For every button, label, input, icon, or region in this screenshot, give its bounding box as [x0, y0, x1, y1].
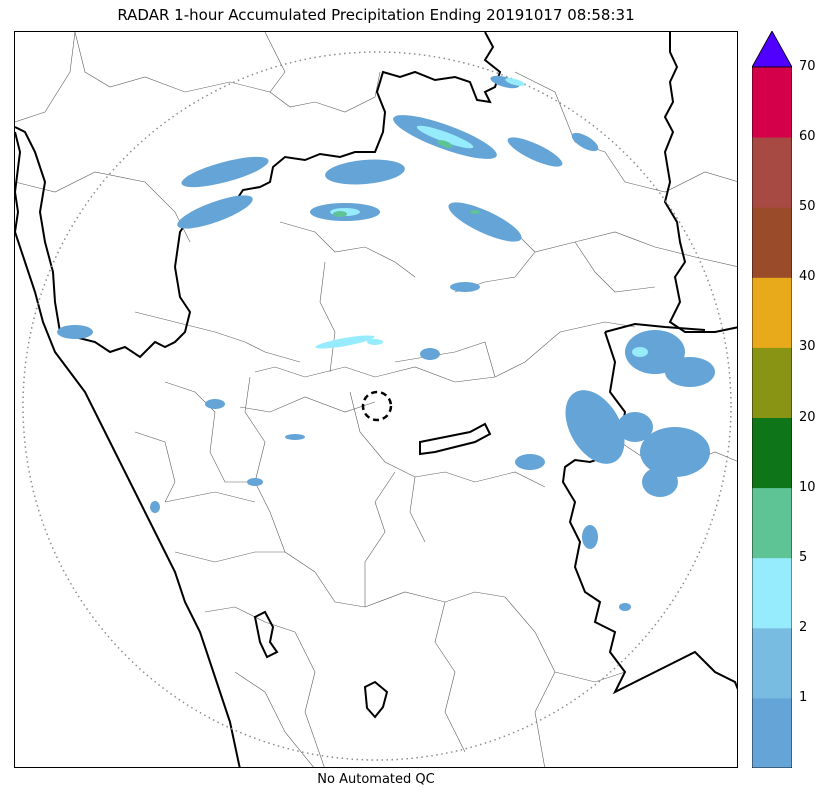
enclave-outlines — [253, 422, 492, 719]
colorbar-band — [752, 277, 792, 348]
colorbar-band — [752, 487, 792, 559]
colorbar-tick-label: 30 — [799, 339, 816, 355]
colorbar-band — [752, 557, 792, 629]
district-boundaries — [15, 32, 737, 767]
colorbar-band — [752, 697, 792, 768]
map-canvas — [15, 32, 737, 767]
precipitation-echoes — [57, 75, 715, 611]
colorbar-tick-label: 10 — [799, 479, 816, 495]
colorbar-band — [752, 347, 792, 418]
colorbar-extend-arrow — [752, 31, 792, 68]
colorbar-tick-label: 60 — [799, 129, 816, 145]
colorbar-band — [752, 207, 792, 278]
radar-range-ring — [22, 51, 732, 761]
qc-status-label: No Automated QC — [317, 772, 435, 787]
colorbar-band — [752, 67, 792, 138]
colorbar-tick-label: 70 — [799, 59, 816, 74]
state-boundaries — [15, 32, 737, 767]
colorbar-band — [752, 627, 792, 699]
colorbar-tick-label: 40 — [799, 269, 816, 285]
precipitation-colorbar — [752, 31, 792, 768]
colorbar-tick-label: 50 — [799, 199, 816, 215]
colorbar-band — [752, 137, 792, 208]
map-title: RADAR 1-hour Accumulated Precipitation E… — [117, 6, 635, 24]
colorbar-tick-label: 20 — [799, 409, 816, 425]
colorbar-tick-label: 1 — [799, 689, 808, 705]
colorbar-tick-label: 5 — [799, 549, 808, 565]
colorbar-band — [752, 417, 792, 489]
radar-map — [14, 31, 738, 768]
colorbar-tick-label: 2 — [799, 619, 808, 635]
radar-site-marker — [361, 390, 393, 422]
